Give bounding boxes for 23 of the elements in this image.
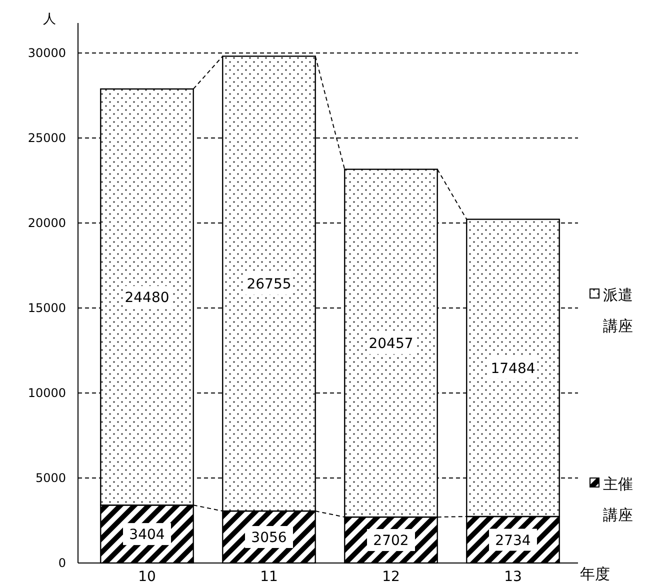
- data-label: 20457: [368, 336, 414, 352]
- y-tick-label: 30000: [28, 46, 66, 60]
- y-tick-label: 5000: [35, 471, 66, 485]
- x-tick-label: 13: [504, 569, 522, 583]
- data-label: 3404: [129, 527, 165, 544]
- x-tick-label: 10: [138, 569, 156, 583]
- x-tick-label: 12: [382, 569, 400, 583]
- x-tick-label: 11: [260, 569, 278, 583]
- y-tick-label: 0: [58, 556, 66, 570]
- data-label: 3056: [251, 530, 287, 546]
- data-label: 2702: [373, 533, 409, 550]
- y-axis-title: 人: [43, 12, 56, 27]
- legend-label: 主催講座: [603, 475, 633, 524]
- y-tick-label: 20000: [28, 216, 66, 230]
- y-tick-label: 10000: [28, 386, 66, 400]
- data-label: 26755: [246, 276, 292, 293]
- y-tick-label: 15000: [28, 301, 66, 315]
- data-label: 24480: [124, 290, 170, 306]
- data-label: 2734: [495, 532, 531, 549]
- y-tick-label: 25000: [28, 131, 66, 145]
- legend-label: 派遣講座: [603, 286, 633, 335]
- data-label: 17484: [490, 360, 536, 377]
- x-axis-title: 年度: [580, 565, 610, 583]
